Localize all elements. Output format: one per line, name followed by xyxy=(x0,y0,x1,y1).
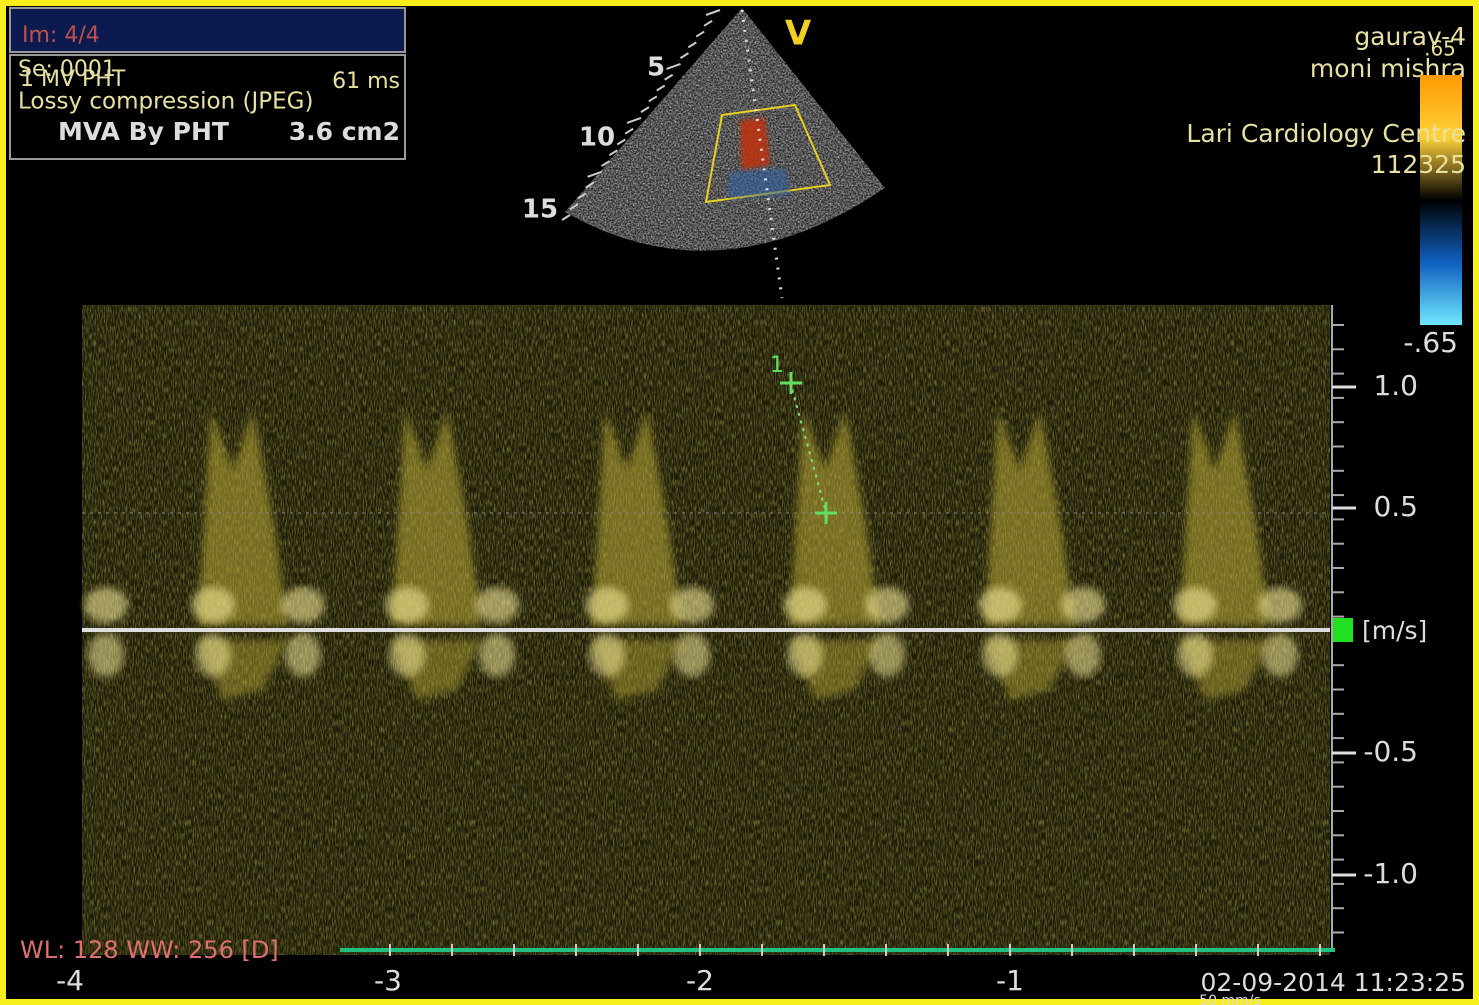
flow-glow xyxy=(589,633,625,677)
result-label: MVA By PHT xyxy=(58,117,229,146)
patient-number: 112325 xyxy=(1371,150,1466,179)
page: Im: 4/4 Se: 0001 1 MV PHT 61 ms Lossy co… xyxy=(0,0,1479,1005)
velocity-label: -1.0 xyxy=(1363,857,1418,890)
flow-glow xyxy=(1177,633,1213,677)
compression-label: Lossy compression (JPEG) xyxy=(18,89,313,115)
flow-glow xyxy=(674,633,710,677)
time-label: -1 xyxy=(996,964,1024,997)
depth-label: 5 xyxy=(647,53,665,83)
flow-glow xyxy=(88,633,124,677)
measurement-value: 61 ms xyxy=(332,69,400,94)
velocity-label: 0.5 xyxy=(1373,490,1418,523)
mode-label: V xyxy=(785,14,812,54)
flow-glow xyxy=(585,587,629,623)
flow-glow xyxy=(84,587,128,623)
flow-glow xyxy=(1173,587,1217,623)
flow-glow xyxy=(281,587,325,623)
velocity-label: -0.5 xyxy=(1363,735,1418,768)
flow-glow xyxy=(385,587,429,623)
image-label: Im: 4/4 xyxy=(22,23,100,48)
time-label: -4 xyxy=(56,964,84,997)
color-scale-bottom: -.65 xyxy=(1403,326,1458,359)
color-scale-top: .65 xyxy=(1424,37,1456,61)
time-label: -3 xyxy=(374,964,402,997)
flow-glow xyxy=(389,633,425,677)
color-flow xyxy=(740,118,770,170)
flow-glow xyxy=(285,633,321,677)
flow-glow xyxy=(787,633,823,677)
sweep-speed: 50 mm/s xyxy=(1199,993,1261,1005)
flow-glow xyxy=(1061,587,1105,623)
flow-glow xyxy=(479,633,515,677)
flow-glow xyxy=(1258,587,1302,623)
institution: Lari Cardiology Centre xyxy=(1186,119,1466,148)
flow-glow xyxy=(195,633,231,677)
depth-label: 10 xyxy=(579,123,615,153)
ultrasound-screen: Im: 4/4 Se: 0001 1 MV PHT 61 ms Lossy co… xyxy=(0,0,1479,1005)
flow-glow xyxy=(869,633,905,677)
caliper-label: 1 xyxy=(770,353,784,378)
flow-glow xyxy=(670,587,714,623)
flow-glow xyxy=(865,587,909,623)
color-bar xyxy=(1420,75,1462,325)
velocity-label: 1.0 xyxy=(1373,369,1418,402)
time-label: -2 xyxy=(686,964,714,997)
velocity-unit: [m/s] xyxy=(1362,616,1427,645)
flow-glow xyxy=(1065,633,1101,677)
result-value: 3.6 cm2 xyxy=(289,117,400,146)
flow-glow xyxy=(978,587,1022,623)
flow-glow xyxy=(982,633,1018,677)
flow-glow xyxy=(1262,633,1298,677)
flow-glow xyxy=(475,587,519,623)
flow-glow xyxy=(191,587,235,623)
flow-glow xyxy=(783,587,827,623)
color-flow xyxy=(728,168,790,198)
window-level: WL: 128 WW: 256 [D] xyxy=(20,936,279,964)
baseline-marker xyxy=(1333,618,1353,642)
depth-label: 15 xyxy=(522,195,558,225)
